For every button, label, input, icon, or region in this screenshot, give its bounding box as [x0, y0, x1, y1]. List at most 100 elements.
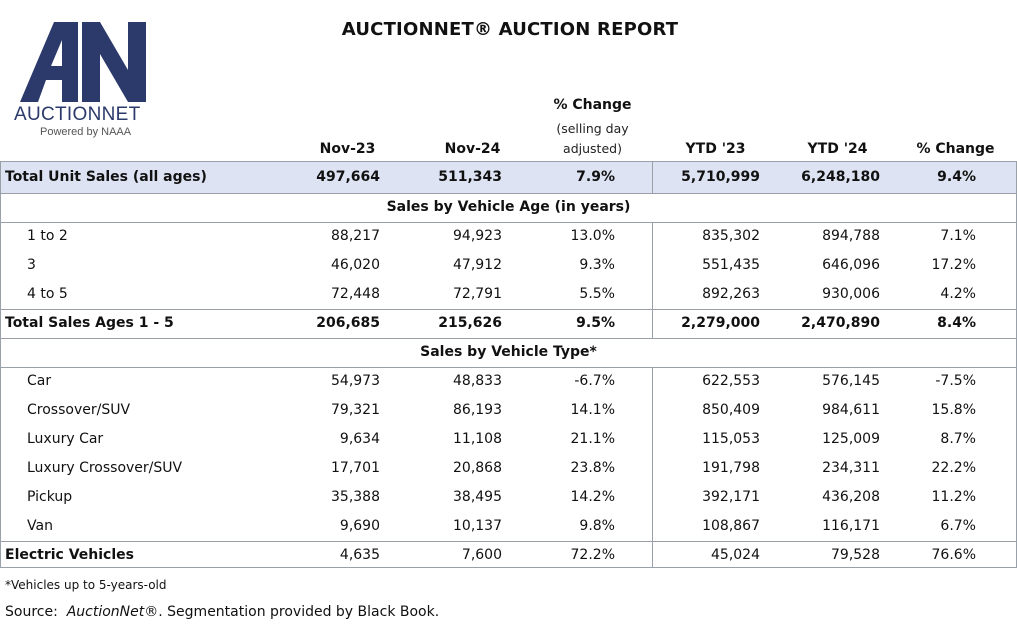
cell-ytd-pct-change: -7.5%	[935, 373, 976, 389]
cell-nov23: 9,634	[339, 431, 380, 447]
source-rest: . Segmentation provided by Black Book.	[158, 604, 440, 620]
cell-ytd-pct-change: 4.2%	[940, 286, 976, 302]
cell-nov24: 10,137	[453, 518, 502, 534]
header-pct-change: % Change	[553, 97, 632, 113]
table-row: 4 to 5 72,448 72,791 5.5% 892,263 930,00…	[0, 280, 1017, 309]
cell-pct-change: 72.2%	[570, 547, 615, 563]
cell-ytd-pct-change: 7.1%	[940, 228, 976, 244]
table-row: 3 46,020 47,912 9.3% 551,435 646,096 17.…	[0, 251, 1017, 280]
cell-nov24: 20,868	[453, 460, 502, 476]
cell-nov24: 38,495	[453, 489, 502, 505]
row-label: Luxury Crossover/SUV	[27, 460, 183, 476]
row-label: Pickup	[27, 489, 73, 505]
header-pct-note-2: adjusted)	[563, 141, 622, 156]
logo-tagline: Powered by NAAA	[40, 126, 132, 138]
cell-nov23: 88,217	[331, 228, 380, 244]
cell-ytd23: 5,710,999	[681, 169, 760, 185]
row-divider	[0, 193, 1017, 194]
cell-nov23: 206,685	[316, 315, 380, 331]
row-divider	[0, 338, 1017, 339]
cell-ytd-pct-change: 76.6%	[931, 547, 976, 563]
row-divider	[0, 222, 1017, 223]
cell-nov23: 72,448	[331, 286, 380, 302]
row-label: 3	[27, 257, 36, 273]
cell-ytd24: 894,788	[822, 228, 880, 244]
cell-ytd23: 115,053	[702, 431, 760, 447]
table-row-total-unit-sales: Total Unit Sales (all ages) 497,664 511,…	[0, 161, 1017, 193]
cell-ytd23: 392,171	[702, 489, 760, 505]
cell-nov23: 9,690	[339, 518, 380, 534]
section-title: Sales by Vehicle Type*	[420, 344, 597, 360]
cell-ytd-pct-change: 9.4%	[937, 169, 976, 185]
cell-ytd24: 984,611	[822, 402, 880, 418]
source-prefix: Source:	[5, 604, 58, 620]
column-divider	[652, 367, 653, 567]
footnote: *Vehicles up to 5-years-old	[5, 578, 167, 592]
header-nov23: Nov-23	[319, 141, 376, 157]
table-border-bottom	[0, 567, 1017, 568]
table-border-left	[0, 161, 1, 568]
row-divider	[0, 367, 1017, 368]
row-label: Van	[27, 518, 53, 534]
cell-nov23: 17,701	[331, 460, 380, 476]
cell-pct-change: 5.5%	[579, 286, 615, 302]
section-header-vehicle-age: Sales by Vehicle Age (in years)	[0, 193, 1017, 222]
row-label: 1 to 2	[27, 228, 68, 244]
cell-ytd-pct-change: 6.7%	[940, 518, 976, 534]
cell-nov23: 79,321	[331, 402, 380, 418]
cell-ytd23: 551,435	[702, 257, 760, 273]
cell-nov24: 72,791	[453, 286, 502, 302]
cell-ytd23: 2,279,000	[681, 315, 760, 331]
cell-nov24: 215,626	[438, 315, 502, 331]
cell-nov23: 497,664	[316, 169, 380, 185]
cell-ytd-pct-change: 15.8%	[931, 402, 976, 418]
cell-pct-change: 21.1%	[570, 431, 615, 447]
table-row: Pickup 35,388 38,495 14.2% 392,171 436,2…	[0, 483, 1017, 512]
auction-table: Total Unit Sales (all ages) 497,664 511,…	[0, 161, 1017, 570]
cell-ytd24: 116,171	[822, 518, 880, 534]
table-row-total-ages-1-5: Total Sales Ages 1 - 5 206,685 215,626 9…	[0, 309, 1017, 338]
cell-ytd24: 234,311	[822, 460, 880, 476]
cell-ytd24: 2,470,890	[801, 315, 880, 331]
table-row: 1 to 2 88,217 94,923 13.0% 835,302 894,7…	[0, 222, 1017, 251]
table-row: Crossover/SUV 79,321 86,193 14.1% 850,40…	[0, 396, 1017, 425]
header-ytd-pct-change: % Change	[916, 141, 995, 157]
cell-ytd24: 930,006	[822, 286, 880, 302]
cell-ytd24: 646,096	[822, 257, 880, 273]
header-nov24: Nov-24	[444, 141, 501, 157]
cell-nov24: 511,343	[438, 169, 502, 185]
cell-nov23: 54,973	[331, 373, 380, 389]
an-logo-mark-icon	[20, 22, 146, 102]
source-line: Source: AuctionNet®. Segmentation provid…	[5, 604, 439, 620]
auctionnet-logo: AUCTIONNET Powered by NAAA	[14, 18, 154, 143]
cell-ytd24: 436,208	[822, 489, 880, 505]
cell-nov23: 35,388	[331, 489, 380, 505]
logo-name: AUCTIONNET	[14, 104, 141, 125]
section-title: Sales by Vehicle Age (in years)	[386, 199, 631, 215]
cell-pct-change: 13.0%	[570, 228, 615, 244]
row-label: Luxury Car	[27, 431, 104, 447]
cell-ytd-pct-change: 22.2%	[931, 460, 976, 476]
report-title: AUCTIONNET® AUCTION REPORT	[341, 19, 679, 40]
header-ytd24: YTD '24	[807, 141, 868, 157]
cell-ytd23: 191,798	[702, 460, 760, 476]
table-row: Luxury Car 9,634 11,108 21.1% 115,053 12…	[0, 425, 1017, 454]
table-row: Van 9,690 10,137 9.8% 108,867 116,171 6.…	[0, 512, 1017, 541]
row-label: Total Unit Sales (all ages)	[5, 169, 207, 185]
cell-ytd23: 850,409	[702, 402, 760, 418]
row-divider	[0, 309, 1017, 310]
cell-ytd23: 892,263	[702, 286, 760, 302]
cell-nov24: 48,833	[453, 373, 502, 389]
cell-pct-change: 14.1%	[570, 402, 615, 418]
row-label: Crossover/SUV	[27, 402, 131, 418]
cell-ytd-pct-change: 8.4%	[937, 315, 976, 331]
cell-ytd23: 45,024	[711, 547, 760, 563]
cell-ytd-pct-change: 11.2%	[931, 489, 976, 505]
cell-ytd24: 6,248,180	[801, 169, 880, 185]
column-divider	[652, 161, 653, 194]
table-border-top	[0, 161, 1017, 162]
cell-ytd24: 576,145	[822, 373, 880, 389]
section-header-vehicle-type: Sales by Vehicle Type*	[0, 338, 1017, 367]
column-divider	[652, 222, 653, 338]
cell-ytd-pct-change: 8.7%	[940, 431, 976, 447]
